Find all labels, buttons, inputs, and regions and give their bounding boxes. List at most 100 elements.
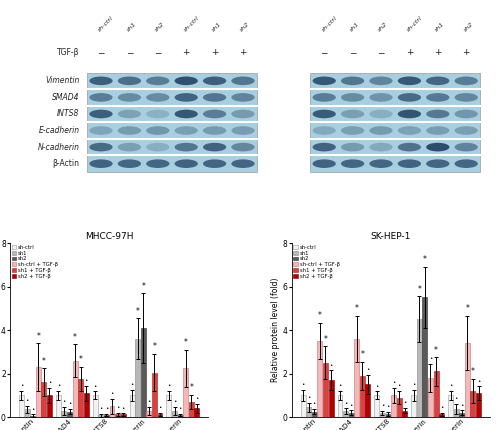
Text: •: • xyxy=(20,384,23,388)
Text: •: • xyxy=(403,400,406,405)
Text: +: + xyxy=(434,48,442,57)
Text: •: • xyxy=(26,398,29,403)
Bar xyxy=(470,391,476,417)
Bar xyxy=(386,414,390,417)
Ellipse shape xyxy=(312,110,336,118)
Text: sh2: sh2 xyxy=(378,22,389,33)
Bar xyxy=(104,415,109,417)
Text: −: − xyxy=(349,48,356,57)
Bar xyxy=(374,395,380,417)
Ellipse shape xyxy=(426,110,450,118)
Text: •: • xyxy=(56,384,60,388)
Bar xyxy=(98,415,103,417)
Text: sh-ctrl: sh-ctrl xyxy=(98,15,115,33)
Text: •: • xyxy=(366,367,370,372)
Text: •: • xyxy=(449,384,452,388)
Text: N-cadherin: N-cadherin xyxy=(38,143,80,152)
Bar xyxy=(72,361,78,417)
Ellipse shape xyxy=(232,77,254,85)
Ellipse shape xyxy=(454,126,478,135)
Ellipse shape xyxy=(146,77,170,85)
Bar xyxy=(30,415,35,417)
Bar xyxy=(110,406,114,417)
Ellipse shape xyxy=(146,110,170,118)
Text: •: • xyxy=(338,384,342,388)
Text: +: + xyxy=(406,48,413,57)
Ellipse shape xyxy=(398,160,421,168)
Ellipse shape xyxy=(118,93,141,102)
Text: SMAD4: SMAD4 xyxy=(52,93,80,102)
Text: sh1: sh1 xyxy=(126,22,138,33)
Ellipse shape xyxy=(146,143,170,151)
Bar xyxy=(417,319,422,417)
Bar xyxy=(402,411,407,417)
Ellipse shape xyxy=(454,77,478,85)
Y-axis label: Relative protein level (fold): Relative protein level (fold) xyxy=(271,278,280,382)
Ellipse shape xyxy=(90,143,112,151)
Bar xyxy=(448,395,453,417)
Bar xyxy=(360,376,365,417)
Text: •: • xyxy=(147,399,150,405)
Bar xyxy=(476,393,481,417)
Ellipse shape xyxy=(232,110,254,118)
Bar xyxy=(412,395,416,417)
Bar xyxy=(93,395,98,417)
Ellipse shape xyxy=(398,110,421,118)
Text: β-Actin: β-Actin xyxy=(52,159,80,168)
Bar xyxy=(183,368,188,417)
Ellipse shape xyxy=(426,126,450,135)
Bar xyxy=(396,397,402,417)
Text: sh2: sh2 xyxy=(240,22,251,33)
Title: MHCC-97H: MHCC-97H xyxy=(85,232,134,241)
Bar xyxy=(338,395,342,417)
Ellipse shape xyxy=(370,77,392,85)
Text: sh-ctrl: sh-ctrl xyxy=(320,15,338,33)
Text: +: + xyxy=(462,48,470,57)
Text: *: * xyxy=(324,335,328,344)
Bar xyxy=(135,339,140,417)
Text: •: • xyxy=(195,396,198,401)
Text: *: * xyxy=(360,350,364,359)
Text: •: • xyxy=(386,405,390,409)
Text: •: • xyxy=(168,384,170,388)
Bar xyxy=(366,384,370,417)
Text: •: • xyxy=(398,383,401,388)
Bar xyxy=(380,413,385,417)
Bar xyxy=(178,415,182,417)
Bar xyxy=(318,341,322,417)
Text: +: + xyxy=(211,48,218,57)
Bar xyxy=(354,339,359,417)
Text: •: • xyxy=(381,403,384,408)
Bar xyxy=(130,395,134,417)
Text: *: * xyxy=(142,282,145,291)
Ellipse shape xyxy=(174,143,198,151)
Text: sh2: sh2 xyxy=(462,22,474,33)
Text: •: • xyxy=(84,378,88,383)
Ellipse shape xyxy=(341,93,364,102)
Text: •: • xyxy=(104,406,108,411)
Text: *: * xyxy=(184,338,188,347)
Text: +: + xyxy=(182,48,190,57)
Bar xyxy=(115,415,120,417)
Ellipse shape xyxy=(454,93,478,102)
Text: •: • xyxy=(158,405,162,410)
Ellipse shape xyxy=(370,143,392,151)
Ellipse shape xyxy=(312,93,336,102)
Text: •: • xyxy=(68,402,71,406)
Bar xyxy=(152,372,157,417)
Text: −: − xyxy=(320,48,328,57)
Ellipse shape xyxy=(174,110,198,118)
Legend: sh-ctrl, sh1, sh2, sh-ctrl + TGF-β, sh1 + TGF-β, sh2 + TGF-β: sh-ctrl, sh1, sh2, sh-ctrl + TGF-β, sh1 … xyxy=(11,244,58,279)
Text: *: * xyxy=(152,342,156,351)
Bar xyxy=(323,363,328,417)
Bar xyxy=(42,382,46,417)
Text: *: * xyxy=(355,304,358,313)
Text: •: • xyxy=(110,391,114,396)
Ellipse shape xyxy=(203,126,226,135)
Text: •: • xyxy=(454,396,458,402)
Ellipse shape xyxy=(426,160,450,168)
Legend: sh-ctrl, sh1, sh2, sh-ctrl + TGF-β, sh1 + TGF-β, sh2 + TGF-β: sh-ctrl, sh1, sh2, sh-ctrl + TGF-β, sh1 … xyxy=(292,244,340,279)
Text: •: • xyxy=(31,407,34,412)
Bar xyxy=(465,343,470,417)
Ellipse shape xyxy=(232,160,254,168)
